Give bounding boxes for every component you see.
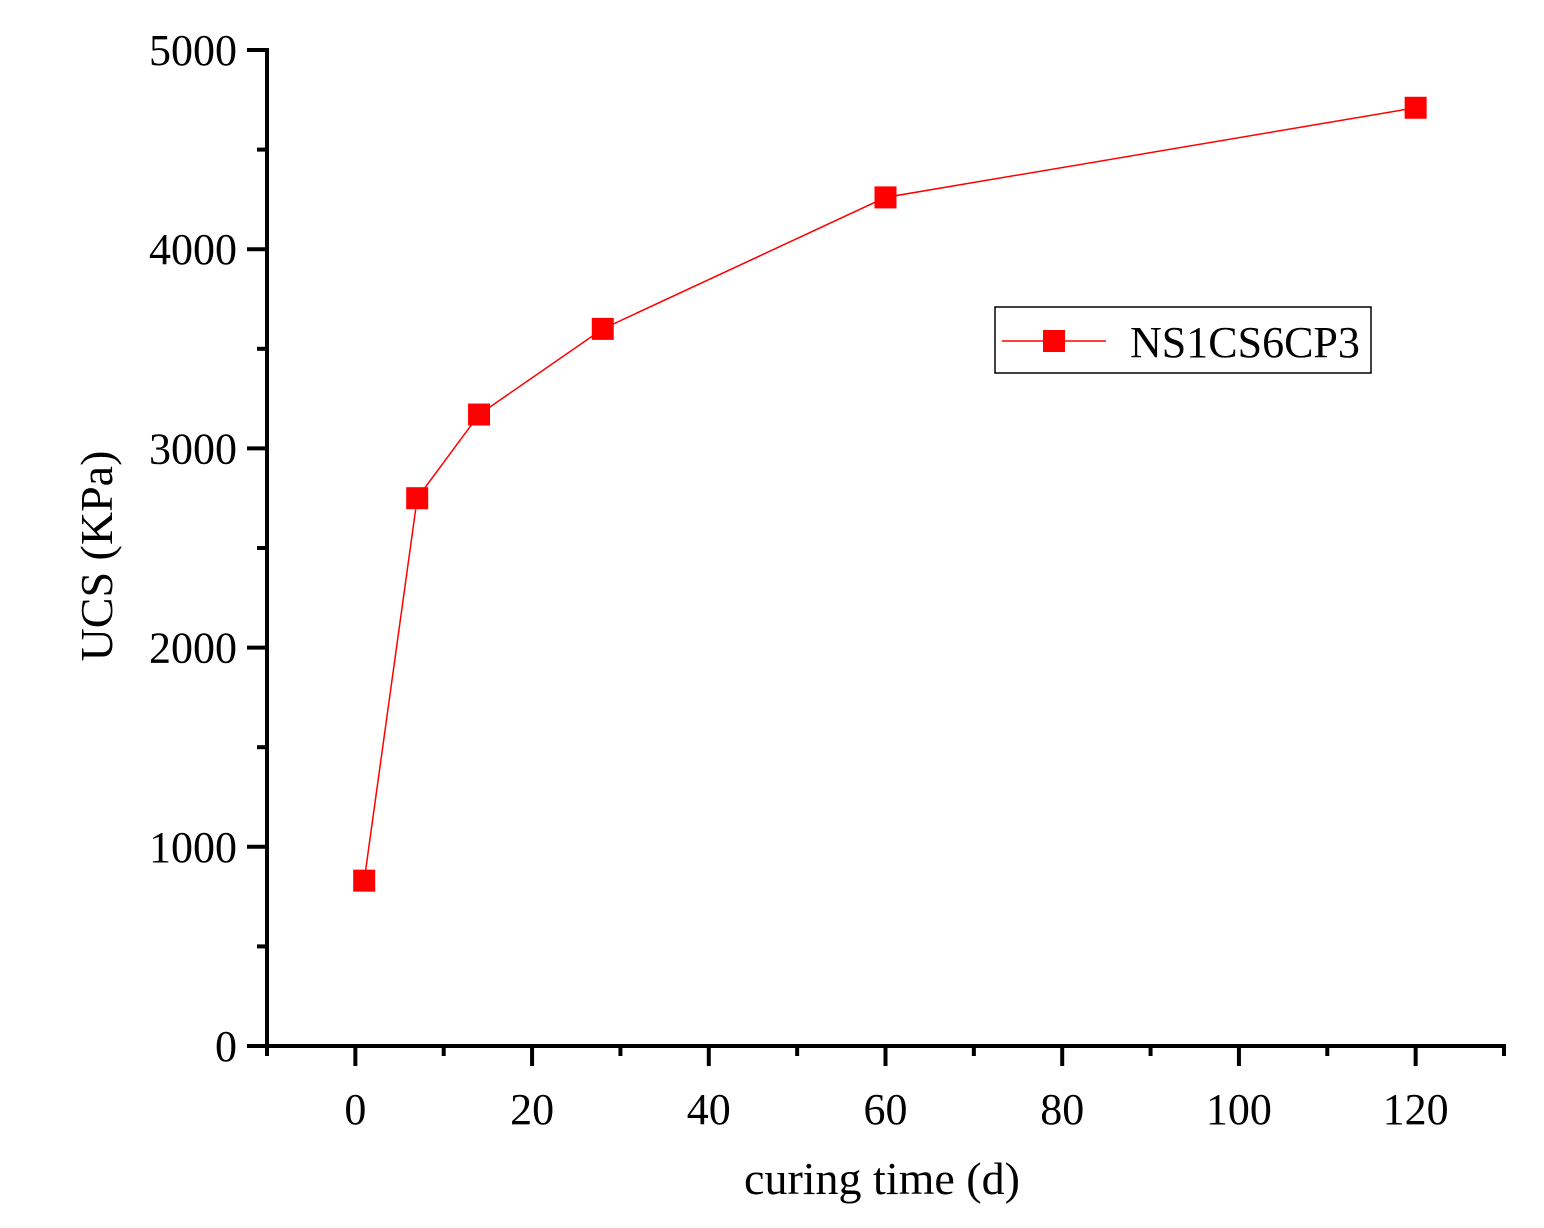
series-line bbox=[363, 107, 1416, 881]
x-tick-label: 60 bbox=[864, 1085, 908, 1134]
y-tick-label: 4000 bbox=[149, 225, 237, 274]
data-point-square-marker bbox=[591, 317, 614, 340]
x-tick-label: 100 bbox=[1206, 1085, 1272, 1134]
y-axis-title: UCS (KPa) bbox=[71, 451, 122, 662]
y-axis-ticks: 0 1000 2000 3000 4000 5000 bbox=[149, 26, 267, 1071]
x-axis-title: curing time (d) bbox=[744, 1153, 1020, 1204]
y-tick-label: 2000 bbox=[149, 624, 237, 673]
x-tick-label: 0 bbox=[344, 1085, 366, 1134]
y-tick-label: 5000 bbox=[149, 26, 237, 75]
data-point-square-marker bbox=[406, 487, 429, 510]
legend-square-marker-icon bbox=[1043, 330, 1065, 352]
data-point-square-marker bbox=[468, 403, 491, 426]
legend-label: NS1CS6CP3 bbox=[1130, 318, 1360, 367]
x-tick-label: 40 bbox=[687, 1085, 731, 1134]
legend: NS1CS6CP3 bbox=[994, 306, 1372, 374]
y-tick-label: 1000 bbox=[149, 823, 237, 872]
y-tick-label: 3000 bbox=[149, 424, 237, 473]
data-point-square-marker bbox=[1404, 96, 1427, 119]
x-tick-label: 20 bbox=[510, 1085, 554, 1134]
x-tick-label: 120 bbox=[1383, 1085, 1449, 1134]
y-tick-label: 0 bbox=[215, 1022, 237, 1071]
x-tick-label: 80 bbox=[1040, 1085, 1084, 1134]
data-point-square-marker bbox=[874, 186, 897, 209]
data-point-square-marker bbox=[353, 869, 376, 892]
x-axis-ticks: 0 20 40 60 80 100 120 bbox=[265, 1046, 1506, 1134]
plot-area bbox=[353, 96, 1427, 892]
